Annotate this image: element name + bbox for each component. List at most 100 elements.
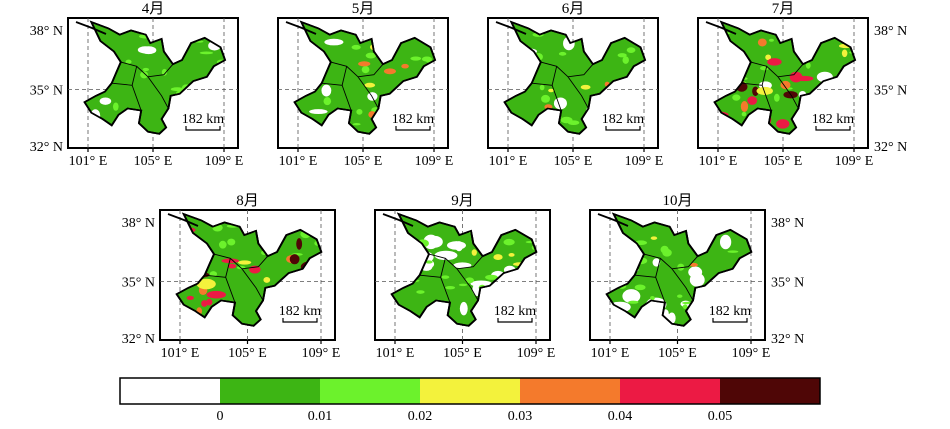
no-data-patch <box>470 280 492 287</box>
lon-tick-label: 105° E <box>228 346 267 361</box>
value-patch <box>364 82 376 88</box>
lon-tick-label: 105° E <box>443 346 482 361</box>
colorbar-segment <box>120 378 220 404</box>
value-patch <box>789 71 803 83</box>
no-data-patch <box>652 258 661 267</box>
value-patch <box>765 54 772 61</box>
value-patch <box>263 277 271 283</box>
value-patch <box>352 123 361 126</box>
colorbar-segment <box>220 378 320 404</box>
no-data-patch <box>622 289 641 304</box>
admin-boundary <box>321 61 384 111</box>
no-data-patch <box>689 272 705 287</box>
scale-bar <box>605 126 641 131</box>
admin-boundary <box>531 61 594 111</box>
value-patch <box>351 44 361 50</box>
value-patch <box>186 295 194 301</box>
value-patch <box>508 253 515 257</box>
lon-tick-label: 109° E <box>835 154 874 169</box>
scale-bar <box>712 318 748 323</box>
lat-tick-label: 38° N <box>874 24 907 39</box>
panel-title: 5月 <box>352 1 375 17</box>
value-patch <box>458 283 468 287</box>
lat-tick-label: 38° N <box>30 24 63 39</box>
scale-bar-label: 182 km <box>602 112 645 127</box>
scale-bar-label: 182 km <box>279 304 322 319</box>
value-patch <box>503 238 515 246</box>
value-patch <box>634 284 646 291</box>
scale-bar-label: 182 km <box>182 112 225 127</box>
value-patch <box>567 120 580 126</box>
admin-boundary <box>741 61 804 111</box>
lon-tick-label: 105° E <box>134 154 173 169</box>
value-patch <box>756 86 773 95</box>
colorbar-tick-label: 0.02 <box>408 409 433 424</box>
no-data-patch <box>324 38 344 46</box>
colorbar-frame <box>119 377 821 405</box>
colorbar-legend: 0 0.01 0.02 0.03 0.04 0.05 <box>119 377 821 424</box>
lon-tick-label: 105° E <box>344 154 383 169</box>
value-patch <box>741 111 747 117</box>
lat-tick-label: 35° N <box>771 276 804 291</box>
value-patch <box>732 94 741 101</box>
scale-bar <box>497 318 533 323</box>
value-patch <box>617 53 627 58</box>
lon-tick-label: 109° E <box>415 154 454 169</box>
lon-tick-label: 109° E <box>302 346 341 361</box>
value-patch <box>416 290 425 294</box>
value-patch <box>548 88 554 93</box>
value-patch <box>410 56 422 61</box>
lon-tick-label: 101° E <box>376 346 415 361</box>
value-patch <box>209 271 218 277</box>
scale-bar <box>282 318 318 323</box>
lon-tick-label: 109° E <box>625 154 664 169</box>
colorbar-segment <box>320 378 420 404</box>
value-patch <box>465 277 474 284</box>
value-patch <box>650 295 655 301</box>
colorbar-segment <box>520 378 620 404</box>
value-patch <box>206 298 213 306</box>
colorbar-tick-label: 0.01 <box>308 409 333 424</box>
scale-bar <box>185 126 221 131</box>
value-patch <box>140 71 149 79</box>
value-patch <box>196 278 216 290</box>
value-patch <box>662 248 672 257</box>
no-data-patch <box>719 234 732 250</box>
colorbar-segment <box>420 378 520 404</box>
value-patch <box>201 300 208 307</box>
value-patch <box>112 102 119 111</box>
scale-bar <box>395 126 431 131</box>
panel-title: 10月 <box>662 193 692 209</box>
value-patch <box>757 38 767 47</box>
colorbar-tick-label: 0.05 <box>708 409 733 424</box>
value-patch <box>199 51 214 55</box>
value-patch <box>767 58 782 66</box>
value-patch <box>626 47 636 53</box>
scale-bar-label: 182 km <box>494 304 537 319</box>
no-data-patch <box>459 301 468 316</box>
river-line <box>75 21 107 35</box>
value-patch <box>752 86 759 97</box>
lat-tick-label: 35° N <box>122 276 155 291</box>
colorbar-tick-label: 0 <box>217 409 224 424</box>
panel-title: 4月 <box>142 1 165 17</box>
value-patch <box>365 52 377 59</box>
lon-tick-label: 101° E <box>69 154 108 169</box>
value-patch <box>780 80 791 90</box>
lon-tick-label: 105° E <box>764 154 803 169</box>
value-patch <box>289 254 300 265</box>
lon-tick-label: 101° E <box>279 154 318 169</box>
map-panel-sep: 182 km 9月 101° E 105° E 109° E <box>374 193 555 361</box>
river-line <box>495 21 527 35</box>
lat-tick-label: 32° N <box>874 140 907 155</box>
value-patch <box>682 304 688 310</box>
value-patch <box>740 101 749 112</box>
value-patch <box>558 51 567 56</box>
value-patch <box>485 274 498 280</box>
admin-boundary <box>204 253 269 303</box>
colorbar-tick-label: 0.04 <box>608 409 633 424</box>
lat-tick-label: 35° N <box>30 84 63 99</box>
lon-tick-label: 101° E <box>161 346 200 361</box>
lat-tick-label: 38° N <box>122 216 155 231</box>
value-patch <box>161 68 168 76</box>
